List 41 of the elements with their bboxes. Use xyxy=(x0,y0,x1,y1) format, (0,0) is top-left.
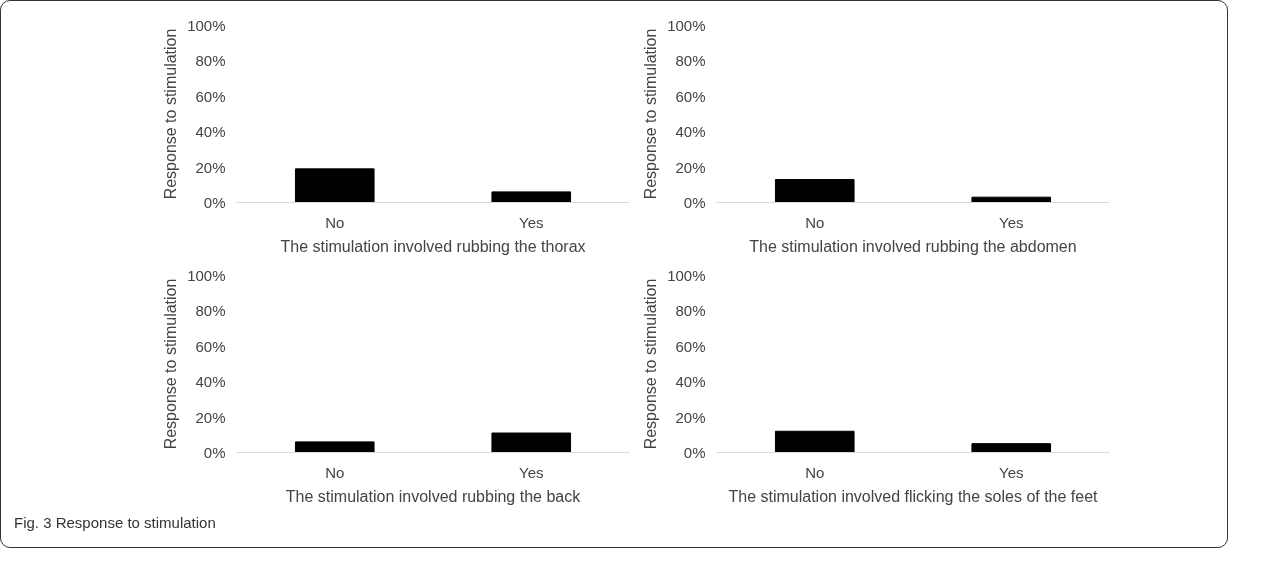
y-tick-label: 80% xyxy=(675,302,706,320)
y-tick-label: 0% xyxy=(203,444,226,461)
y-tick-label: 60% xyxy=(675,87,706,105)
y-tick-label: 20% xyxy=(195,158,226,176)
x-tick-label: No xyxy=(325,463,345,481)
caption: Fig. 3 Response to stimulation xyxy=(14,513,216,533)
y-tick-label: 80% xyxy=(675,52,706,70)
y-tick-label: 0% xyxy=(203,194,226,211)
y-tick-label: 100% xyxy=(667,267,706,284)
y-tick-label: 100% xyxy=(187,17,226,34)
y-tick-label: 60% xyxy=(675,337,706,355)
y-tick-label: 0% xyxy=(683,444,706,461)
y-axis-title: Response to stimulation xyxy=(162,28,180,200)
y-axis-title: Response to stimulation xyxy=(162,278,180,450)
y-tick-label: 40% xyxy=(195,123,226,141)
y-tick-label: 20% xyxy=(675,158,706,176)
y-tick-label: 0% xyxy=(683,194,706,211)
x-tick-label: Yes xyxy=(999,213,1024,231)
y-tick-label: 40% xyxy=(195,373,226,391)
y-tick-label: 20% xyxy=(195,408,226,426)
x-tick-label: Yes xyxy=(519,463,544,481)
y-tick-label: 20% xyxy=(675,408,706,426)
x-tick-label: No xyxy=(805,463,825,481)
y-tick-label: 80% xyxy=(195,302,226,320)
y-axis-title: Response to stimulation xyxy=(642,278,660,450)
x-tick-label: Yes xyxy=(519,213,544,231)
x-tick-label: No xyxy=(805,213,825,231)
y-tick-label: 40% xyxy=(675,123,706,141)
x-tick-label: No xyxy=(325,213,345,231)
y-tick-label: 100% xyxy=(187,267,226,284)
x-axis-title: The stimulation involved rubbing the thorax xyxy=(280,237,586,255)
y-axis-title: Response to stimulation xyxy=(642,28,660,200)
y-tick-label: 60% xyxy=(195,337,226,355)
y-tick-label: 60% xyxy=(195,87,226,105)
y-tick-label: 80% xyxy=(195,52,226,70)
x-axis-title: The stimulation involved flicking the soles of the feet xyxy=(728,487,1099,505)
y-tick-label: 40% xyxy=(675,373,706,391)
x-axis-title: The stimulation involved rubbing the back xyxy=(285,487,582,505)
x-axis-title: The stimulation involved rubbing the abdomen xyxy=(749,237,1077,255)
y-tick-label: 100% xyxy=(667,17,706,34)
x-tick-label: Yes xyxy=(999,463,1024,481)
